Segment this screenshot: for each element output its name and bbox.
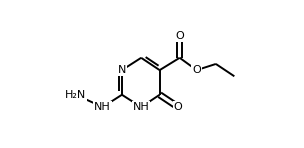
Text: O: O [175, 31, 184, 41]
Text: N: N [118, 65, 126, 75]
Text: O: O [174, 102, 182, 112]
Text: NH: NH [133, 102, 150, 112]
Text: H₂N: H₂N [65, 90, 86, 100]
Text: NH: NH [94, 102, 111, 112]
Text: O: O [192, 65, 201, 75]
